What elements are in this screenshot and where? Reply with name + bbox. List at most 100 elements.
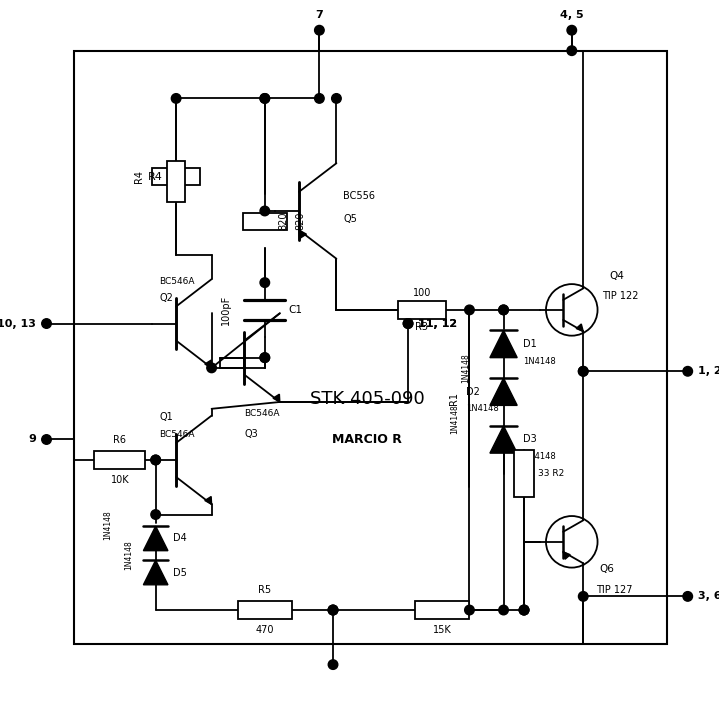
Text: 820: 820 (278, 212, 288, 231)
Circle shape (260, 93, 270, 103)
Circle shape (519, 605, 528, 615)
Text: 1N4148: 1N4148 (104, 510, 112, 539)
Text: 1N4148: 1N4148 (523, 357, 555, 365)
Bar (398, 301, 446, 319)
Text: 11, 12: 11, 12 (418, 319, 457, 329)
Text: 7: 7 (316, 10, 324, 20)
Circle shape (151, 510, 160, 519)
Text: BC546A: BC546A (159, 430, 195, 440)
Text: Q3: Q3 (244, 429, 258, 439)
Bar (514, 450, 534, 498)
Polygon shape (563, 552, 570, 559)
Circle shape (207, 363, 216, 372)
Circle shape (331, 93, 342, 103)
Polygon shape (576, 324, 583, 331)
Circle shape (499, 605, 508, 615)
Text: BC546A: BC546A (244, 409, 280, 418)
Circle shape (42, 319, 51, 329)
Text: 1N4148: 1N4148 (450, 404, 459, 434)
Text: TIP 127: TIP 127 (595, 585, 632, 595)
Text: R4: R4 (147, 172, 162, 182)
Text: 9: 9 (29, 435, 36, 445)
Polygon shape (143, 526, 168, 551)
Text: R3: R3 (415, 322, 429, 332)
Circle shape (579, 367, 588, 376)
Circle shape (329, 660, 338, 669)
Circle shape (567, 46, 577, 55)
Circle shape (499, 305, 508, 314)
Text: 1N4148: 1N4148 (124, 541, 133, 571)
Circle shape (403, 319, 413, 329)
Text: 33 R2: 33 R2 (538, 469, 564, 478)
Text: Q1: Q1 (159, 413, 173, 423)
Text: R1: R1 (449, 392, 459, 405)
Bar (237, 601, 292, 619)
Polygon shape (299, 230, 306, 239)
Circle shape (260, 206, 270, 216)
Text: BC556: BC556 (343, 190, 375, 201)
Circle shape (260, 353, 270, 362)
Polygon shape (490, 426, 517, 453)
Circle shape (260, 353, 270, 362)
Text: Q2: Q2 (159, 293, 173, 303)
Polygon shape (205, 360, 211, 368)
Text: 15K: 15K (433, 625, 452, 635)
Text: D1: D1 (523, 339, 536, 349)
Text: D2: D2 (466, 387, 480, 396)
Bar (168, 161, 185, 202)
Text: R5: R5 (258, 585, 271, 595)
Text: 10, 13: 10, 13 (0, 319, 36, 329)
Text: Q6: Q6 (599, 564, 614, 574)
Bar (242, 212, 287, 229)
Text: 1N4148: 1N4148 (523, 452, 555, 461)
Circle shape (683, 592, 692, 601)
Polygon shape (490, 378, 517, 406)
Text: Q5: Q5 (343, 215, 357, 224)
Bar (94, 451, 145, 469)
Text: Q4: Q4 (609, 270, 624, 281)
Bar (415, 601, 470, 619)
Text: 100pF: 100pF (221, 295, 231, 325)
Polygon shape (273, 394, 280, 402)
Circle shape (519, 605, 528, 615)
Text: TIP 122: TIP 122 (603, 291, 639, 301)
Text: D5: D5 (173, 568, 187, 578)
Text: 4, 5: 4, 5 (560, 10, 584, 20)
Circle shape (683, 367, 692, 376)
Circle shape (260, 278, 270, 287)
Circle shape (403, 319, 413, 329)
Circle shape (315, 93, 324, 103)
Circle shape (171, 93, 181, 103)
Text: 3, 6: 3, 6 (698, 591, 719, 601)
Text: 11, 12: 11, 12 (418, 319, 457, 329)
Circle shape (260, 93, 270, 103)
Circle shape (499, 305, 508, 314)
FancyBboxPatch shape (74, 51, 667, 644)
Circle shape (329, 605, 338, 615)
Polygon shape (490, 331, 517, 358)
Circle shape (151, 455, 160, 464)
Circle shape (329, 605, 338, 615)
Circle shape (519, 605, 528, 615)
Circle shape (315, 25, 324, 35)
Text: C1: C1 (289, 305, 303, 315)
Circle shape (579, 367, 588, 376)
Text: STK 405-090: STK 405-090 (310, 389, 424, 408)
Text: R6: R6 (114, 435, 127, 445)
Polygon shape (143, 560, 168, 585)
Text: 470: 470 (255, 625, 274, 635)
Polygon shape (205, 496, 211, 504)
Bar (152, 169, 200, 185)
Circle shape (42, 435, 51, 444)
Text: 100: 100 (413, 287, 431, 297)
Circle shape (567, 25, 577, 35)
Text: 10K: 10K (111, 475, 129, 485)
Text: 820: 820 (296, 212, 305, 231)
Circle shape (329, 605, 338, 615)
Text: 1N4148: 1N4148 (466, 404, 499, 413)
Text: BC546A: BC546A (159, 277, 195, 286)
Text: MARCIO R: MARCIO R (332, 433, 402, 446)
Circle shape (464, 605, 475, 615)
Circle shape (579, 592, 588, 601)
Text: D3: D3 (523, 435, 536, 445)
